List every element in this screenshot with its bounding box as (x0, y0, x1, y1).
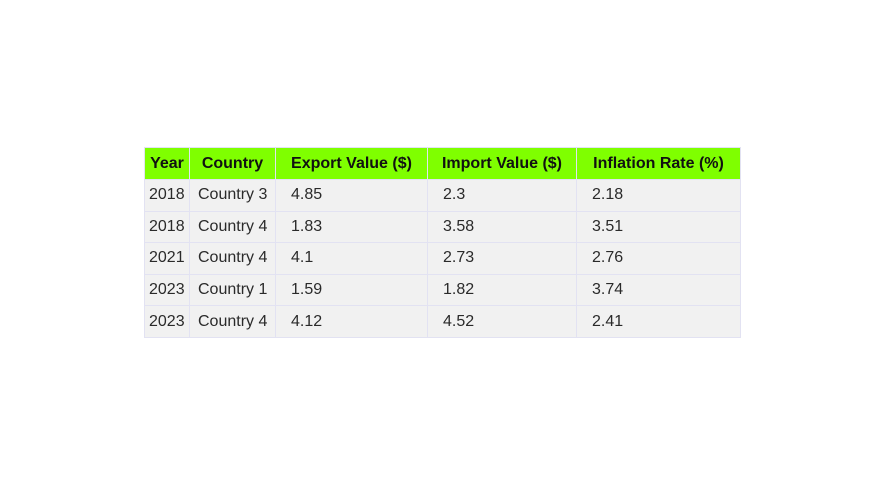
table-cell-inflation-rate: 2.18 (576, 179, 741, 212)
table-cell-country: Country 1 (189, 273, 276, 307)
table-cell-export-value: 4.85 (275, 179, 428, 212)
table-cell-inflation-rate: 2.76 (576, 242, 741, 275)
table-cell-country: Country 4 (189, 242, 276, 275)
data-table-container: Year Country Export Value ($) Import Val… (144, 147, 741, 338)
table-cell-import-value: 2.73 (427, 242, 577, 275)
table-row: 2018 Country 4 1.83 3.58 3.51 (144, 210, 741, 244)
table-cell-country: Country 4 (189, 305, 276, 338)
table-cell-import-value: 1.82 (427, 273, 577, 307)
column-header-inflation-rate: Inflation Rate (%) (576, 147, 741, 180)
table-cell-export-value: 1.83 (275, 210, 428, 244)
table-cell-import-value: 3.58 (427, 210, 577, 244)
table-row: 2018 Country 3 4.85 2.3 2.18 (144, 179, 741, 212)
table-cell-export-value: 4.1 (275, 242, 428, 275)
table-cell-year: 2023 (144, 273, 190, 307)
table-cell-year: 2018 (144, 179, 190, 212)
table-cell-year: 2023 (144, 305, 190, 338)
table-cell-export-value: 1.59 (275, 273, 428, 307)
column-header-year: Year (144, 147, 190, 180)
table-row: 2023 Country 1 1.59 1.82 3.74 (144, 273, 741, 307)
table-cell-import-value: 4.52 (427, 305, 577, 338)
table-row: 2021 Country 4 4.1 2.73 2.76 (144, 242, 741, 275)
table-cell-country: Country 3 (189, 179, 276, 212)
table-row: 2023 Country 4 4.12 4.52 2.41 (144, 305, 741, 338)
data-table: Year Country Export Value ($) Import Val… (144, 147, 741, 338)
table-cell-year: 2018 (144, 210, 190, 244)
table-cell-inflation-rate: 2.41 (576, 305, 741, 338)
table-cell-inflation-rate: 3.74 (576, 273, 741, 307)
table-cell-export-value: 4.12 (275, 305, 428, 338)
column-header-import-value: Import Value ($) (427, 147, 577, 180)
column-header-country: Country (189, 147, 276, 180)
table-header-row: Year Country Export Value ($) Import Val… (144, 147, 741, 180)
table-cell-inflation-rate: 3.51 (576, 210, 741, 244)
column-header-export-value: Export Value ($) (275, 147, 428, 180)
table-cell-import-value: 2.3 (427, 179, 577, 212)
table-cell-year: 2021 (144, 242, 190, 275)
table-cell-country: Country 4 (189, 210, 276, 244)
